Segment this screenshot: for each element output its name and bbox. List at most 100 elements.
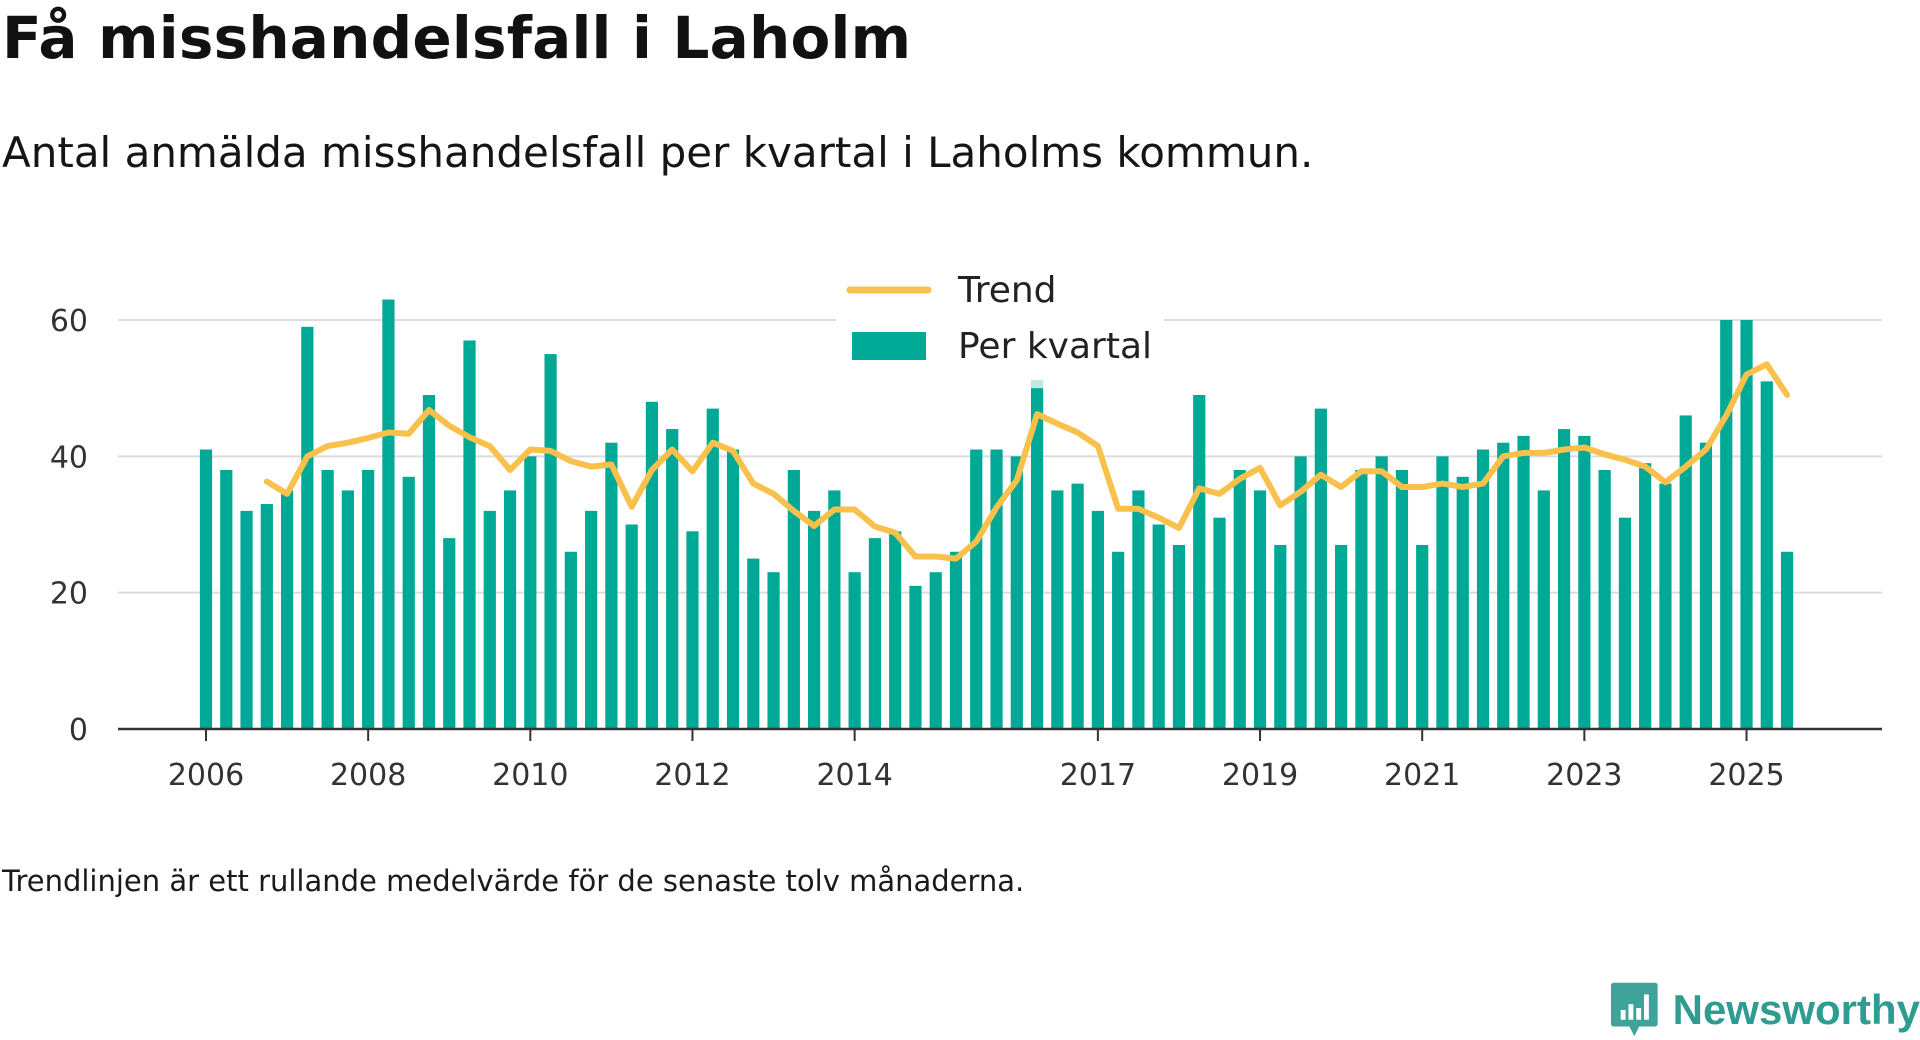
y-tick-label: 20 [50,577,88,612]
x-tick-label: 2025 [1708,758,1784,793]
bar [1335,544,1348,729]
y-tick-label: 0 [69,713,88,748]
bar [1436,456,1449,729]
bar [767,572,780,729]
bar [1172,544,1186,729]
bar [585,510,598,729]
bar [1598,469,1611,729]
bar [1233,469,1246,729]
x-tick-label: 2014 [816,758,892,793]
y-tick-label: 60 [50,304,88,339]
bar [564,551,577,729]
bar [382,299,395,729]
bar [1355,469,1368,729]
bar [1557,429,1571,729]
bar [1253,490,1267,729]
x-tick-label: 2010 [492,758,568,793]
bar [808,510,821,729]
bar [240,510,253,729]
bar [970,449,983,729]
bar [199,449,213,729]
bar [402,476,415,729]
bar [1720,320,1733,729]
bar [1274,544,1287,729]
bar [321,469,334,729]
bar [280,490,294,729]
bar [463,340,476,729]
bar [1071,483,1084,729]
bar [1740,320,1753,729]
bar [1375,456,1388,729]
bar [1193,394,1206,729]
bar [1314,408,1327,729]
bar [503,490,517,729]
bar [929,572,942,729]
bar [362,469,375,729]
bar [544,354,557,729]
bar [1456,476,1469,729]
bar [1030,388,1044,729]
bar [524,456,537,729]
chart-title: Få misshandelsfall i Laholm [2,4,912,72]
x-tick-label: 2008 [330,758,406,793]
bar [625,524,638,729]
bar [848,572,861,729]
bar [889,531,902,729]
bar [1010,456,1023,729]
newsworthy-logo-icon [1610,982,1658,1037]
bar [1578,435,1591,729]
bar [301,326,314,729]
footnote: Trendlinjen är ett rullande medelvärde f… [2,864,1025,898]
bar [1639,463,1652,729]
bar [1091,510,1104,729]
bar [909,585,922,729]
bar [828,490,841,729]
bar [483,510,496,729]
brand: Newsworthy [1610,980,1920,1040]
legend-bar-swatch [852,332,926,360]
bar [990,449,1003,729]
bar [1760,381,1773,729]
bar [787,469,800,729]
bar [1416,544,1429,729]
bar [1497,442,1510,729]
bar [726,449,740,729]
bar [706,408,719,729]
bar [868,538,882,729]
bar [341,490,354,729]
legend-box [836,262,1164,380]
bar [605,442,618,729]
bar [1618,517,1631,729]
bar [747,558,760,729]
x-tick-label: 2021 [1384,758,1460,793]
y-tick-label: 40 [50,440,88,475]
x-tick-label: 2017 [1060,758,1136,793]
bar [443,538,456,729]
bar [1395,469,1409,729]
bar [1152,524,1165,729]
trend-line [263,361,1791,562]
bar [1517,435,1530,729]
x-tick-label: 2019 [1222,758,1298,793]
bar [1132,490,1145,729]
bar [1476,449,1490,729]
bar [1213,517,1226,729]
bar [1659,483,1672,729]
bar [220,469,233,729]
x-tick-label: 2012 [654,758,730,793]
x-tick-label: 2023 [1546,758,1622,793]
chart-subtitle: Antal anmälda misshandelsfall per kvarta… [2,128,1314,177]
bar [260,504,273,729]
bar [1537,490,1550,729]
x-tick-label: 2006 [168,758,244,793]
bar-chart: 0 20 40 60 2006 2008 2010 2012 2014 2017 2019 2021 2… [49,262,1882,793]
bar [1294,456,1307,729]
bar [422,394,436,729]
bar [1051,490,1064,729]
bar [1699,442,1713,729]
bar [949,551,963,729]
legend-trend-label: Trend [957,270,1057,311]
legend-bar-label: Per kvartal [958,326,1152,367]
bar [1780,551,1794,729]
